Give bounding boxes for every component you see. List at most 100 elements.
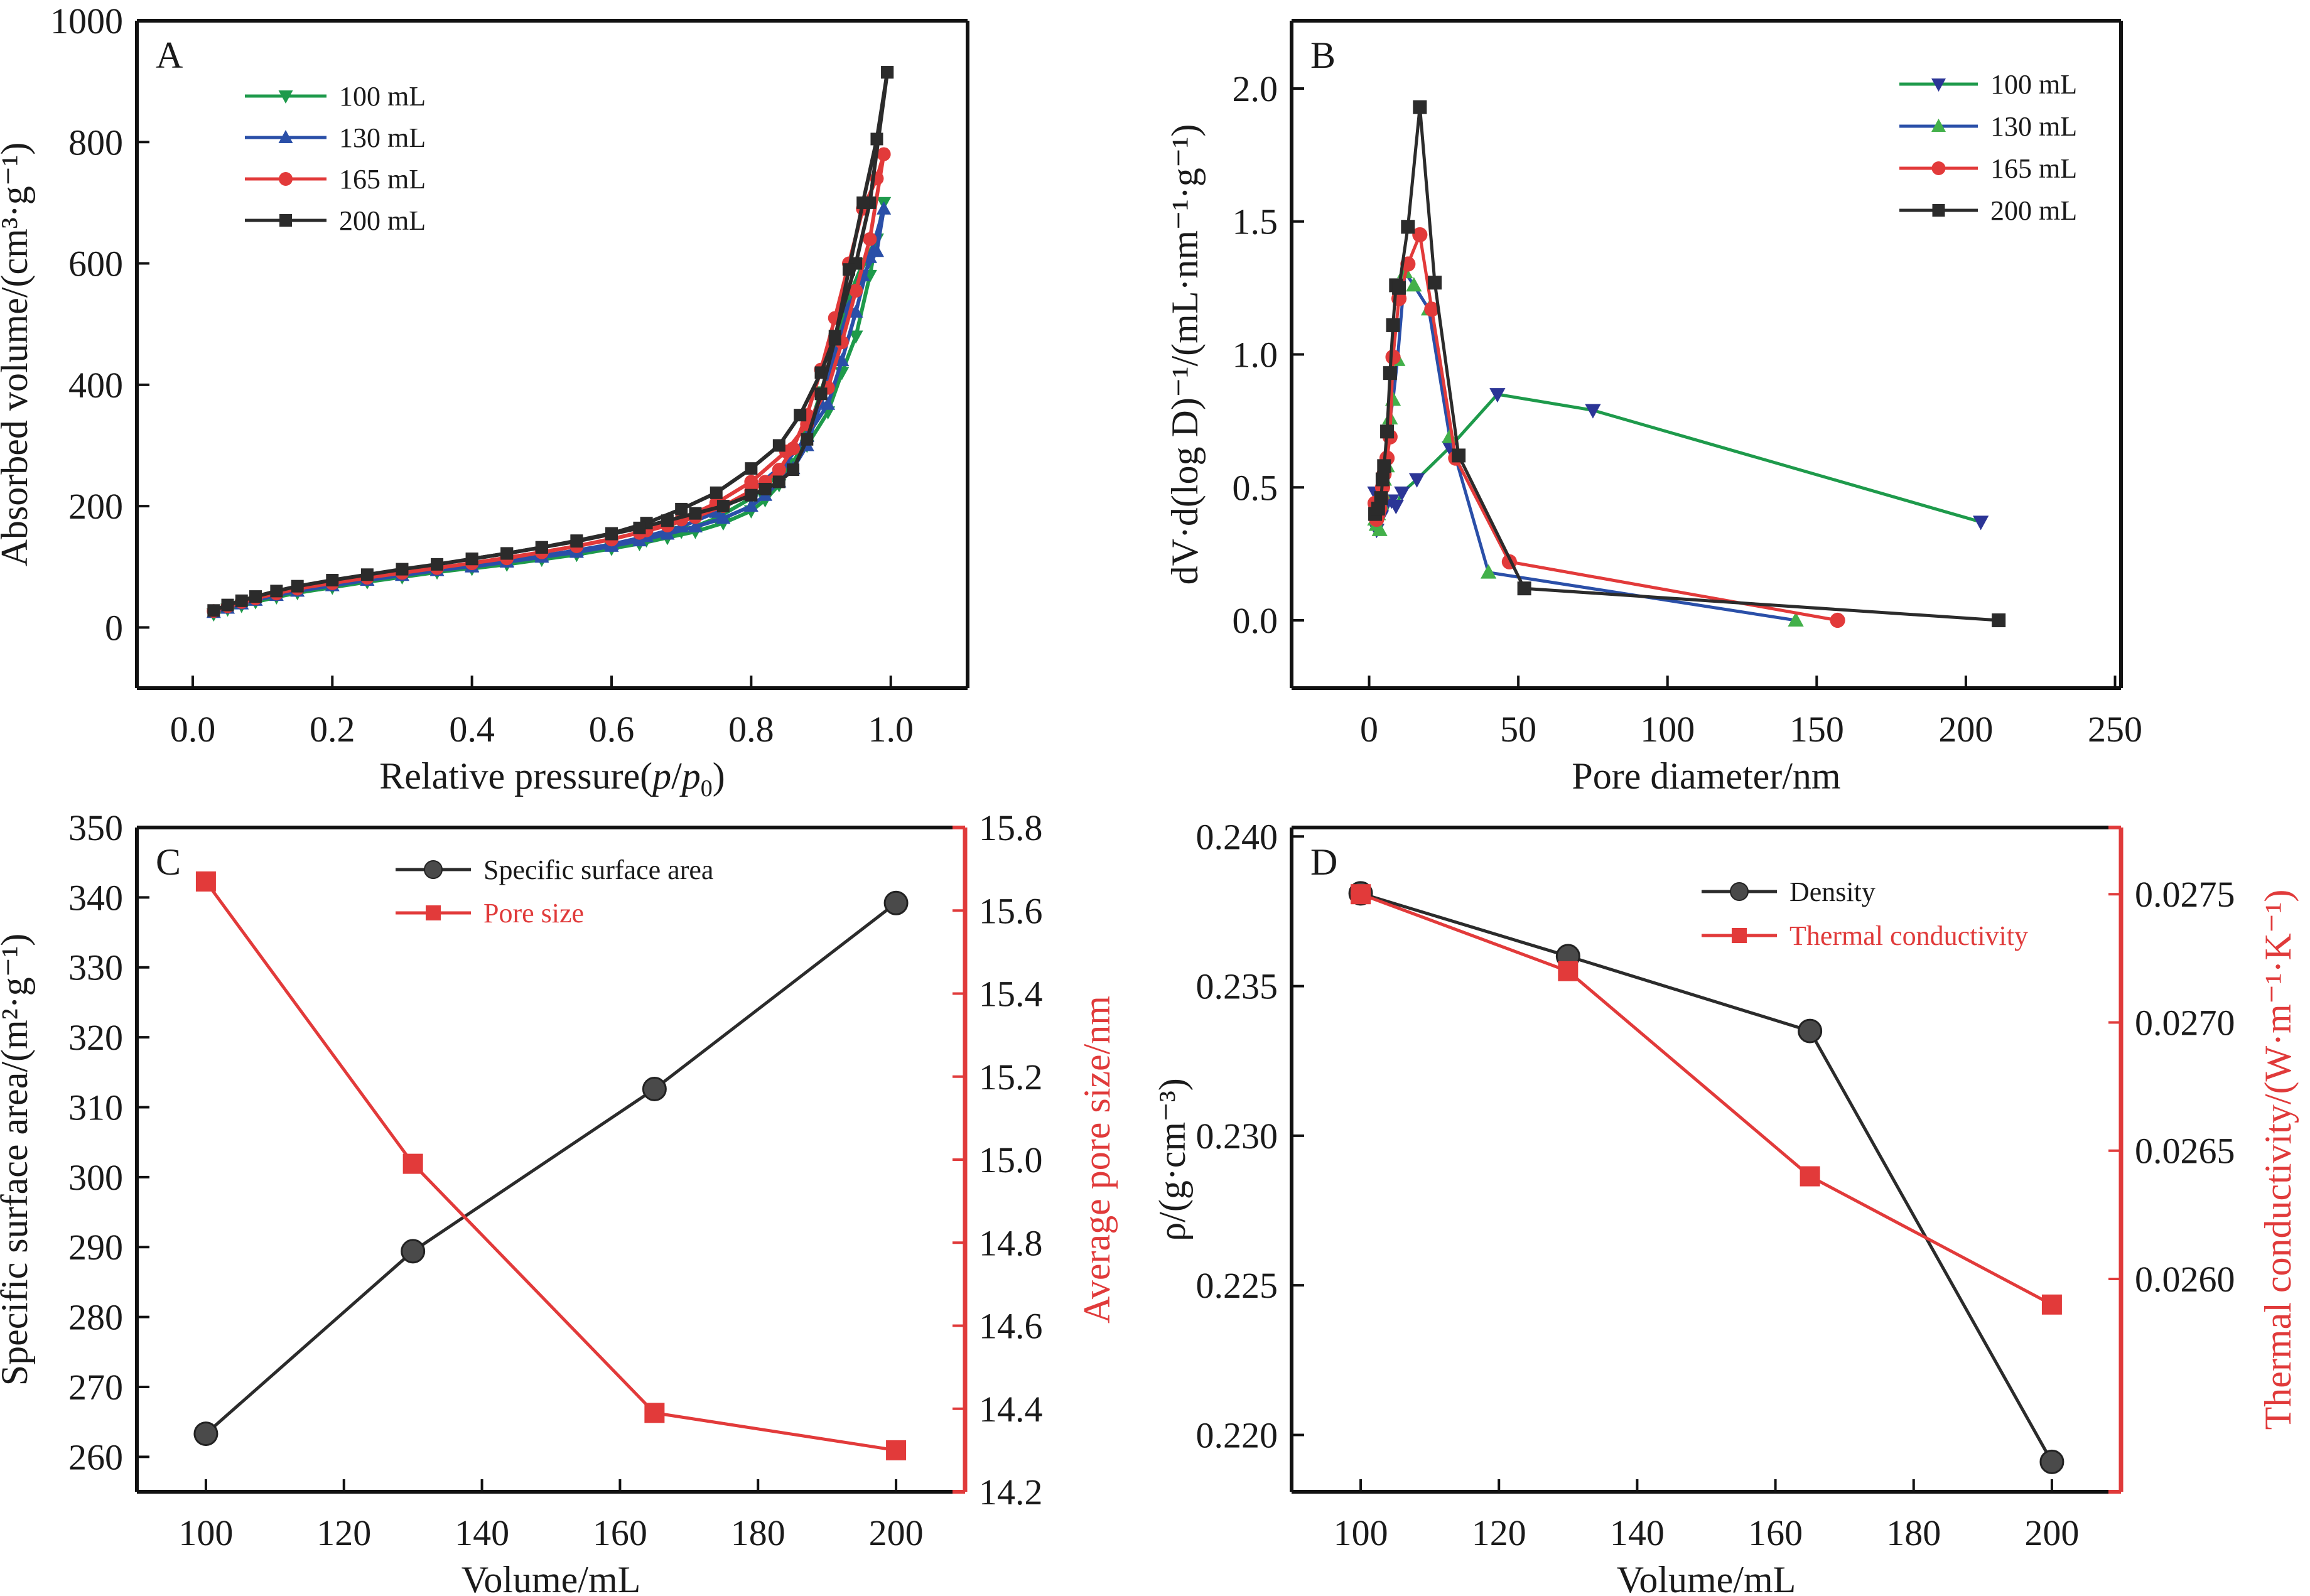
data-point (570, 535, 583, 548)
y-tick-label: 0.220 (1196, 1415, 1278, 1455)
legend-label: Specific surface area (483, 855, 713, 885)
y2-axis-label: Thermal conductivity/(W·m⁻¹·K⁻¹) (2257, 890, 2299, 1430)
series-line (204, 880, 897, 1452)
y-tick-label: 350 (68, 807, 123, 848)
y2-axis-label: Average pore size/nm (1076, 996, 1118, 1324)
legend-marker (1931, 119, 1946, 132)
data-point (1798, 1018, 1823, 1043)
y-tick-label: 200 (68, 486, 123, 527)
y-tick-label: 0.240 (1196, 816, 1278, 857)
x-tick-label: 100 (1640, 709, 1695, 750)
data-point (2041, 1294, 2062, 1315)
data-point (1480, 564, 1497, 579)
data-point (401, 1239, 426, 1264)
y-tick-label: 300 (68, 1157, 123, 1198)
x-tick-label: 0.8 (728, 709, 774, 750)
data-point (193, 1421, 219, 1447)
x-axis-label: Volume/mL (1617, 1559, 1796, 1596)
y-tick-label: 600 (68, 244, 123, 284)
legend-marker (1931, 161, 1946, 175)
series-line-adsorption (213, 154, 886, 613)
data-point (1375, 472, 1390, 487)
data-point (1392, 281, 1406, 295)
data-point (249, 590, 262, 603)
data-point (814, 387, 828, 401)
data-point (1424, 301, 1440, 317)
data-point (1800, 1166, 1820, 1187)
series-200-ml (1368, 100, 2006, 628)
data-point (848, 330, 863, 344)
y-axis-label: ρ/(g·cm⁻³) (1152, 1078, 1193, 1241)
data-point (642, 1077, 667, 1102)
x-tick-label: 140 (455, 1512, 509, 1553)
legend-label: 100 mL (1990, 69, 2077, 100)
data-point (716, 510, 731, 524)
series-pore-size (195, 871, 907, 1460)
y2-tick-label: 14.6 (979, 1306, 1043, 1347)
y-tick-label: 0.5 (1233, 467, 1278, 508)
y-tick-label: 310 (68, 1087, 123, 1128)
data-point (1452, 448, 1466, 463)
data-point (870, 132, 883, 146)
y2-tick-label: 0.0265 (2135, 1131, 2235, 1172)
data-point (787, 463, 800, 477)
x-tick-label: 160 (593, 1512, 647, 1553)
data-point (710, 486, 723, 499)
legend-label: Thermal conductivity (1789, 920, 2028, 951)
data-point (801, 433, 814, 446)
data-point (675, 502, 688, 515)
data-point (1413, 100, 1427, 114)
legend-marker (426, 905, 441, 920)
legend-item: 200 mL (245, 205, 426, 236)
panel-b: 0 50 100 150 200 250 0.0 0.5 1.0 1.5 2.0 Pore diame… (1164, 19, 2142, 797)
y2-tick-label: 14.8 (979, 1222, 1043, 1263)
data-point (745, 488, 758, 502)
x-tick-label: 0.2 (310, 709, 355, 750)
y-tick-label: 0 (105, 607, 123, 648)
data-point (396, 563, 409, 576)
data-point (758, 483, 772, 496)
series-density (1348, 881, 2064, 1474)
y2-tick-label: 15.8 (979, 807, 1043, 848)
x-tick-label: 0 (1360, 709, 1378, 750)
panel-label: C (156, 841, 181, 883)
y2-tick-label: 0.0260 (2135, 1259, 2235, 1300)
data-point (1388, 499, 1404, 515)
legend-item: 100 mL (245, 81, 426, 112)
series-line (1373, 392, 1982, 531)
x-tick-label: 250 (2088, 709, 2142, 750)
data-point (1408, 473, 1425, 488)
legend-label: Density (1789, 876, 1876, 907)
y-tick-label: 280 (68, 1297, 123, 1338)
data-point (661, 514, 674, 527)
legend: 100 mL 130 mL 165 mL 200 mL (245, 81, 426, 236)
data-point (745, 462, 758, 475)
data-point (195, 871, 216, 892)
legend-label: 130 mL (1990, 111, 2077, 142)
data-point (633, 521, 646, 534)
data-point (1406, 277, 1422, 292)
legend-item: 165 mL (245, 164, 426, 195)
panel-d: 100 120 140 160 180 200 0.220 0.225 0.230 0.235 0.… (1152, 816, 2299, 1596)
data-point (1428, 276, 1442, 290)
plot-area (1348, 881, 2064, 1474)
data-point (1374, 491, 1388, 505)
legend-item: Specific surface area (396, 855, 713, 885)
x-tick-label: 100 (1334, 1512, 1388, 1553)
x-tick-label: 150 (1789, 709, 1844, 750)
legend-item: 100 mL (1899, 69, 2077, 100)
data-point (843, 263, 855, 276)
plot-area (1367, 100, 2006, 628)
y-tick-label: 0.235 (1196, 966, 1278, 1007)
x-tick-label: 160 (1748, 1512, 1803, 1553)
data-point (1385, 349, 1401, 365)
panel-label: B (1310, 35, 1336, 76)
x-tick-label: 0.4 (449, 709, 495, 750)
data-point (270, 585, 283, 598)
legend: Specific surface area Pore size (396, 855, 713, 929)
data-point (743, 499, 758, 512)
legend-label: 165 mL (1990, 153, 2077, 184)
series-line (1360, 892, 2053, 1307)
series-130-ml (206, 201, 892, 618)
series-200-ml (207, 66, 894, 617)
